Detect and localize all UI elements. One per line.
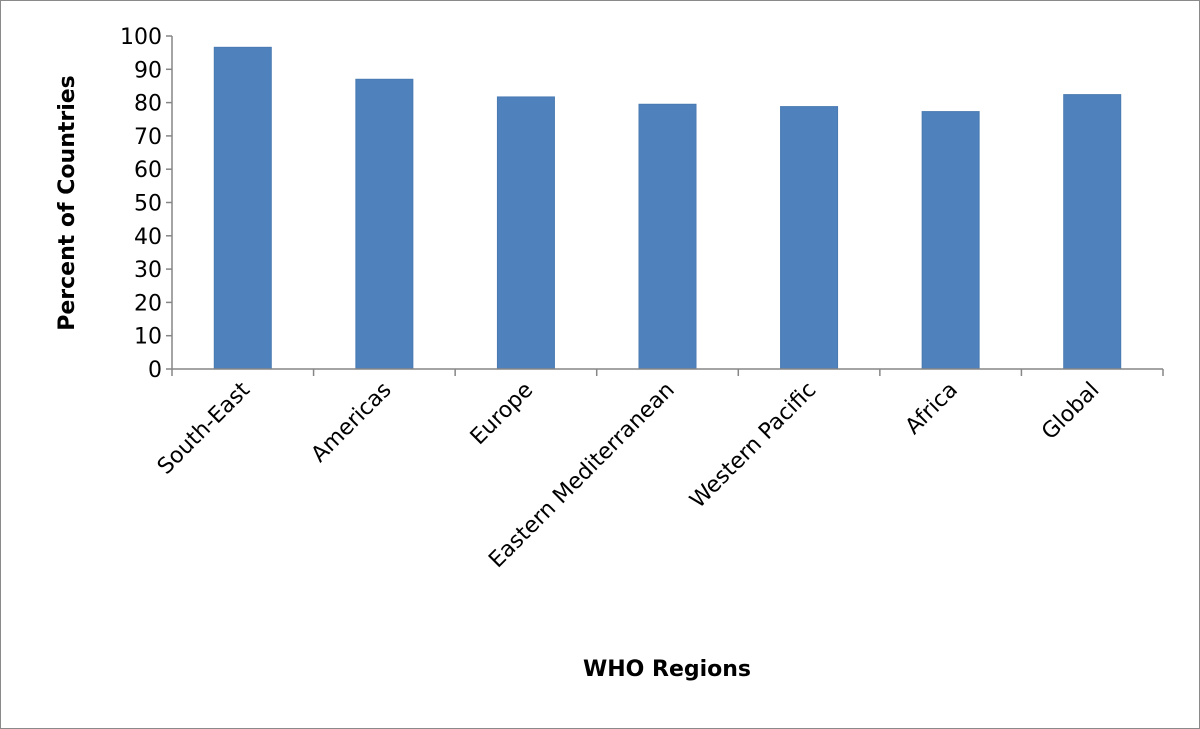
bar-global <box>1063 94 1122 370</box>
y-tick-label: 40 <box>134 225 162 250</box>
y-tick-label: 10 <box>134 325 162 350</box>
y-tick-label: 0 <box>148 358 162 383</box>
y-tick-label: 60 <box>134 158 162 183</box>
y-axis-title: Percent of Countries <box>55 75 80 331</box>
y-tick-label: 80 <box>134 92 162 117</box>
y-tick-label: 30 <box>134 258 162 283</box>
bar-eastern-mediterranean <box>638 103 697 370</box>
x-tick-label: Global <box>1037 378 1104 445</box>
x-tick-label: Americas <box>307 378 397 468</box>
y-tick-label: 50 <box>134 192 162 217</box>
bar-europe <box>496 96 555 370</box>
x-axis-title: WHO Regions <box>583 657 751 682</box>
y-tick-label: 70 <box>134 125 162 150</box>
bar-western-pacific <box>780 106 839 370</box>
y-tick-label: 90 <box>134 58 162 83</box>
bar-americas <box>355 78 414 370</box>
x-tick-label: South-East <box>153 377 255 479</box>
bar-south-east <box>213 46 272 370</box>
x-tick-label: Western Pacific <box>685 378 821 514</box>
bar-africa <box>921 111 980 370</box>
y-tick-label: 100 <box>120 25 162 50</box>
x-tick-label: Europe <box>466 378 538 450</box>
y-tick-label: 20 <box>134 291 162 316</box>
x-tick-label: Africa <box>901 378 963 440</box>
